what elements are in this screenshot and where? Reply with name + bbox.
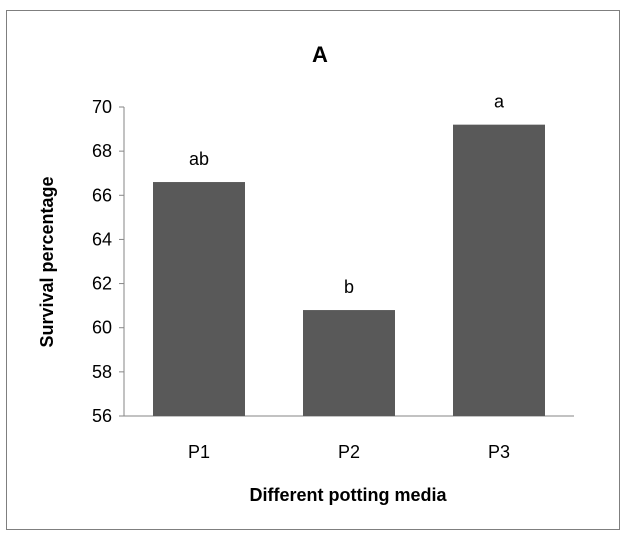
y-tick-label: 60 <box>92 318 112 338</box>
y-tick-label: 62 <box>92 274 112 294</box>
y-tick-label: 64 <box>92 229 112 249</box>
x-axis-label: Different potting media <box>250 485 448 505</box>
x-tick-label: P2 <box>338 442 360 462</box>
y-tick-label: 68 <box>92 141 112 161</box>
chart-title: A <box>312 42 328 67</box>
data-labels: ab b a <box>189 92 505 297</box>
y-axis-label: Survival percentage <box>37 176 57 347</box>
x-tick-label: P1 <box>188 442 210 462</box>
bar-p3 <box>453 124 545 417</box>
data-label-p1: ab <box>189 149 209 169</box>
y-tick-label: 58 <box>92 362 112 382</box>
y-tick-label: 70 <box>92 97 112 117</box>
data-label-p2: b <box>344 277 354 297</box>
data-label-p3: a <box>494 92 505 112</box>
y-axis-ticks: 56 58 60 62 64 66 68 70 <box>92 97 124 426</box>
bar-p1 <box>153 182 245 416</box>
x-axis-ticks: P1 P2 P3 <box>188 442 510 462</box>
y-tick-label: 56 <box>92 406 112 426</box>
x-tick-label: P3 <box>488 442 510 462</box>
bars <box>153 124 545 417</box>
y-tick-label: 66 <box>92 185 112 205</box>
bar-p2 <box>303 310 395 416</box>
